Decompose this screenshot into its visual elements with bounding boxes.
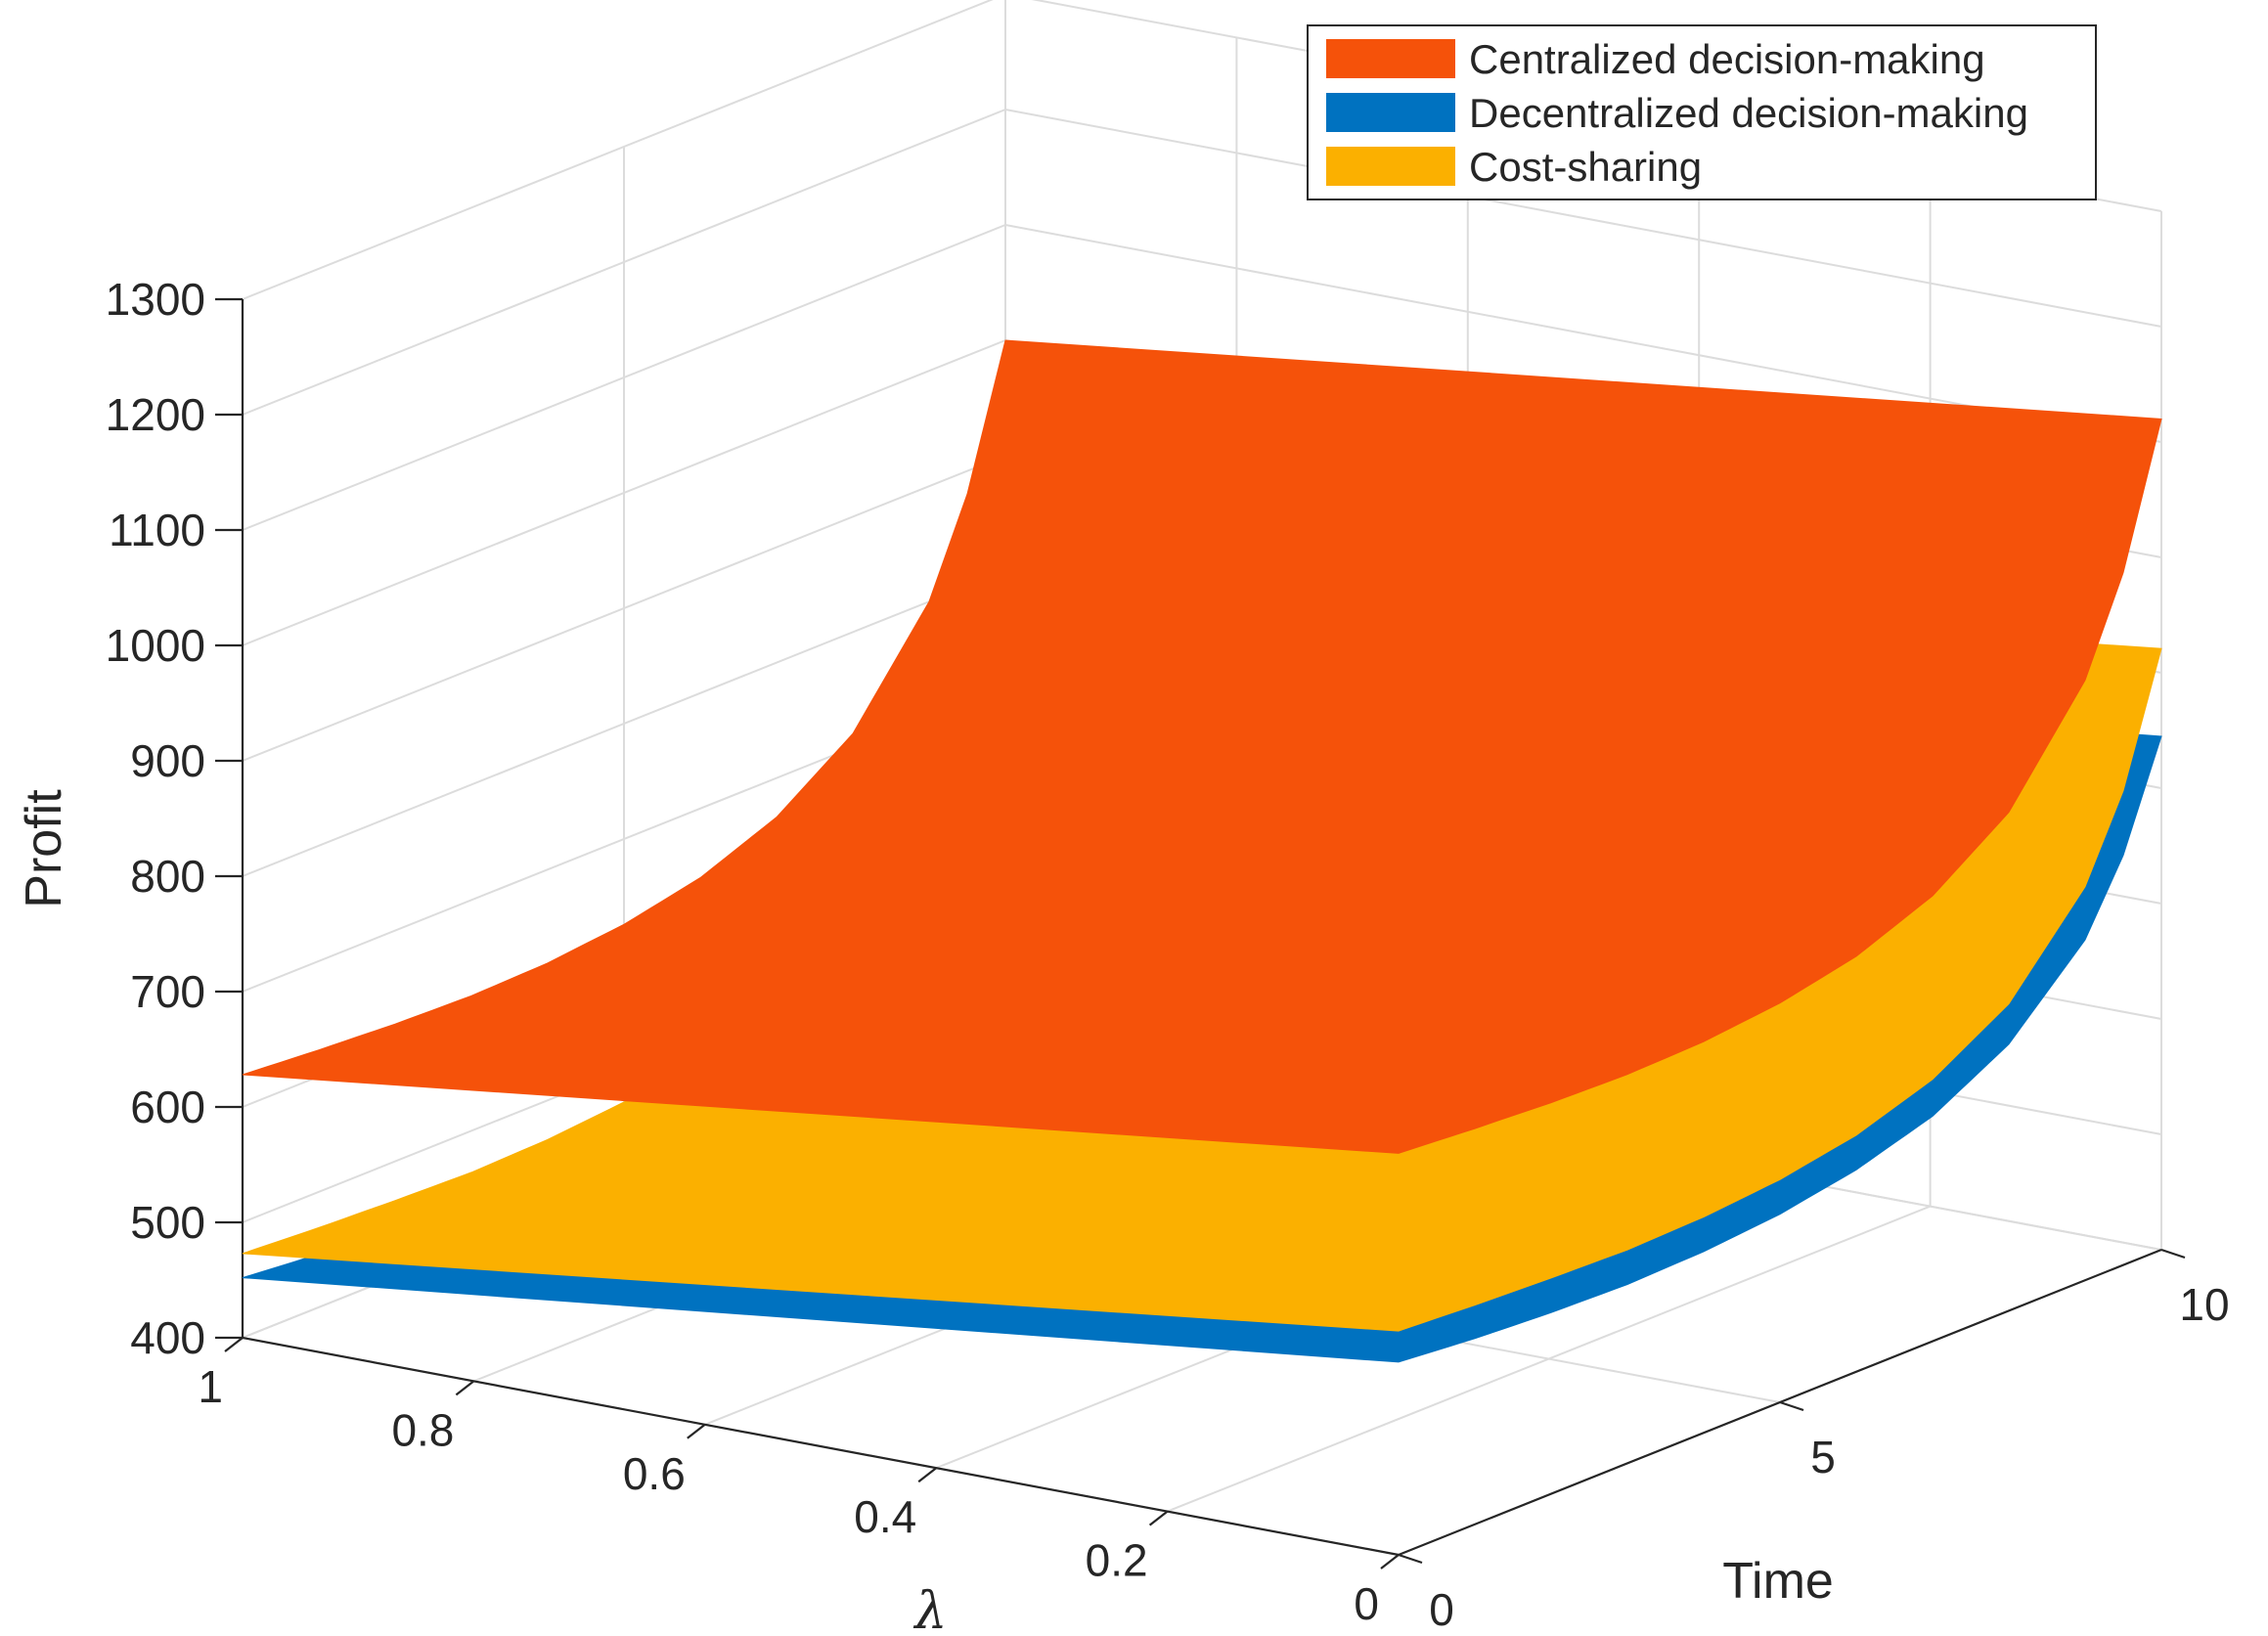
lambda-tick-label: 0 xyxy=(1354,1578,1379,1629)
lambda-tick-label: 0.8 xyxy=(391,1404,454,1455)
z-tick-label: 700 xyxy=(130,966,205,1017)
lambda-tick-mark xyxy=(1148,1510,1169,1526)
surfaces-layer xyxy=(242,339,2162,1363)
z-tick-label: 1200 xyxy=(106,389,205,440)
legend-label-centralized: Centralized decision-making xyxy=(1469,36,1985,82)
z-tick-label: 900 xyxy=(130,735,205,786)
legend: Centralized decision-making Decentralize… xyxy=(1307,24,2097,200)
time-tick-mark xyxy=(1398,1553,1423,1565)
z-tick-label: 600 xyxy=(130,1082,205,1132)
lambda-tick-label: 0.6 xyxy=(623,1448,686,1499)
lambda-tick-label: 0.4 xyxy=(854,1491,916,1542)
z-tick-label: 1000 xyxy=(106,620,205,671)
lambda-tick-label: 0.2 xyxy=(1086,1535,1148,1586)
lambda-tick-mark xyxy=(455,1380,475,1396)
z-axis-label: Profit xyxy=(16,789,72,908)
axes-layer xyxy=(215,297,2186,1570)
lambda-axis-line xyxy=(242,1336,1400,1557)
z-tick-label: 1100 xyxy=(109,505,205,555)
time-tick-mark xyxy=(1779,1400,1804,1412)
lambda-tick-mark xyxy=(917,1467,937,1483)
time-tick-label: 5 xyxy=(1810,1432,1836,1482)
lambda-tick-mark xyxy=(1380,1554,1400,1570)
lambda-tick-mark xyxy=(687,1423,706,1439)
legend-label-decentralized: Decentralized decision-making xyxy=(1469,90,2028,136)
grid-line-z-side xyxy=(1004,109,2162,328)
time-tick-mark xyxy=(2160,1248,2186,1260)
time-axis-label: Time xyxy=(1722,1553,1834,1610)
time-tick-label: 10 xyxy=(2179,1279,2229,1330)
lambda-tick-label: 1 xyxy=(198,1361,223,1412)
z-tick-label: 1300 xyxy=(106,274,205,325)
lambda-tick-mark xyxy=(224,1337,244,1352)
lambda-axis-label: λ xyxy=(913,1582,948,1636)
legend-label-cost-sharing: Cost-sharing xyxy=(1469,144,1702,190)
legend-swatch-decentralized xyxy=(1326,93,1455,132)
legend-swatch-centralized xyxy=(1326,39,1455,78)
z-tick-label: 500 xyxy=(130,1197,205,1248)
time-tick-label: 0 xyxy=(1429,1584,1454,1635)
tick-labels: 400500600700800900100011001200130000.20.… xyxy=(106,274,2230,1635)
grid-line-lambda-floor xyxy=(1167,1205,1931,1513)
surface-centralized-decision-making xyxy=(242,339,2162,1154)
z-tick-label: 400 xyxy=(130,1312,205,1363)
z-tick-label: 800 xyxy=(130,851,205,902)
legend-swatch-cost-sharing xyxy=(1326,147,1455,186)
